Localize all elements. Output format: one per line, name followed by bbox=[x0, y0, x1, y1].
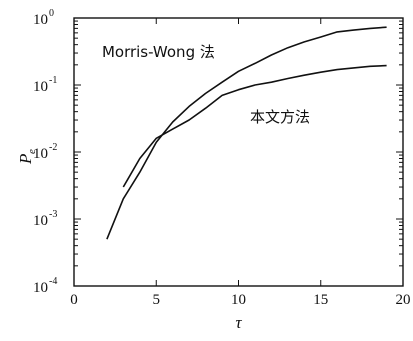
y-tick-label-exponent: -2 bbox=[49, 142, 57, 153]
y-tick-label-exponent: -4 bbox=[49, 276, 57, 287]
y-tick-label-base: 10 bbox=[33, 146, 48, 162]
y-tick-label: 10 -4 bbox=[33, 276, 57, 296]
y-axis-label: P e bbox=[16, 149, 38, 165]
x-tick-label: 5 bbox=[153, 292, 161, 308]
series-layer bbox=[106, 26, 387, 240]
x-tick-label: 15 bbox=[313, 292, 328, 308]
y-axis-label-base: P bbox=[16, 154, 35, 165]
y-tick-label-base: 10 bbox=[33, 79, 48, 95]
series-line-1 bbox=[106, 26, 387, 240]
y-tick-label: 10 0 bbox=[33, 8, 54, 28]
series-line-2 bbox=[122, 64, 387, 188]
y-tick-label-exponent: -1 bbox=[49, 75, 57, 86]
x-axis-ticks: 0 5 10 15 20 bbox=[70, 18, 411, 308]
x-tick-label: 0 bbox=[70, 292, 78, 308]
y-tick-label-exponent: 0 bbox=[49, 8, 54, 19]
x-axis-label: τ bbox=[235, 313, 242, 332]
y-tick-label-base: 10 bbox=[33, 213, 48, 229]
x-tick-label: 10 bbox=[231, 292, 246, 308]
y-axis-label-subscript: e bbox=[26, 149, 38, 154]
y-tick-label-exponent: -3 bbox=[49, 209, 57, 220]
series-annotation-2: 本文方法 bbox=[250, 108, 310, 126]
y-tick-label: 10 -2 bbox=[33, 142, 57, 162]
series-annotation-1: Morris-Wong 法 bbox=[102, 43, 215, 61]
y-tick-label-base: 10 bbox=[33, 280, 48, 296]
x-tick-label: 20 bbox=[396, 292, 411, 308]
y-tick-label-base: 10 bbox=[33, 12, 48, 28]
y-tick-label: 10 -3 bbox=[33, 209, 57, 229]
y-tick-label: 10 -1 bbox=[33, 75, 57, 95]
